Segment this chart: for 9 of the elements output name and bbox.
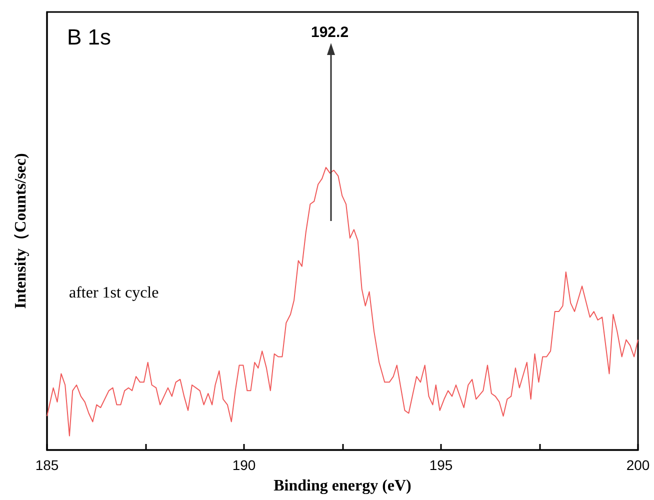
x-axis-title: Binding energy (eV): [274, 478, 412, 494]
x-tick-label: 200: [626, 457, 650, 473]
x-tick-label: 195: [429, 457, 453, 473]
y-axis-title: Intensity（Counts/sec): [12, 153, 30, 309]
x-tick-label: 190: [232, 457, 256, 473]
text: 192.2: [311, 24, 349, 41]
annotation: after 1st cycle: [69, 284, 159, 302]
x-tick-label: 185: [35, 457, 59, 473]
text: B 1s: [67, 24, 112, 50]
